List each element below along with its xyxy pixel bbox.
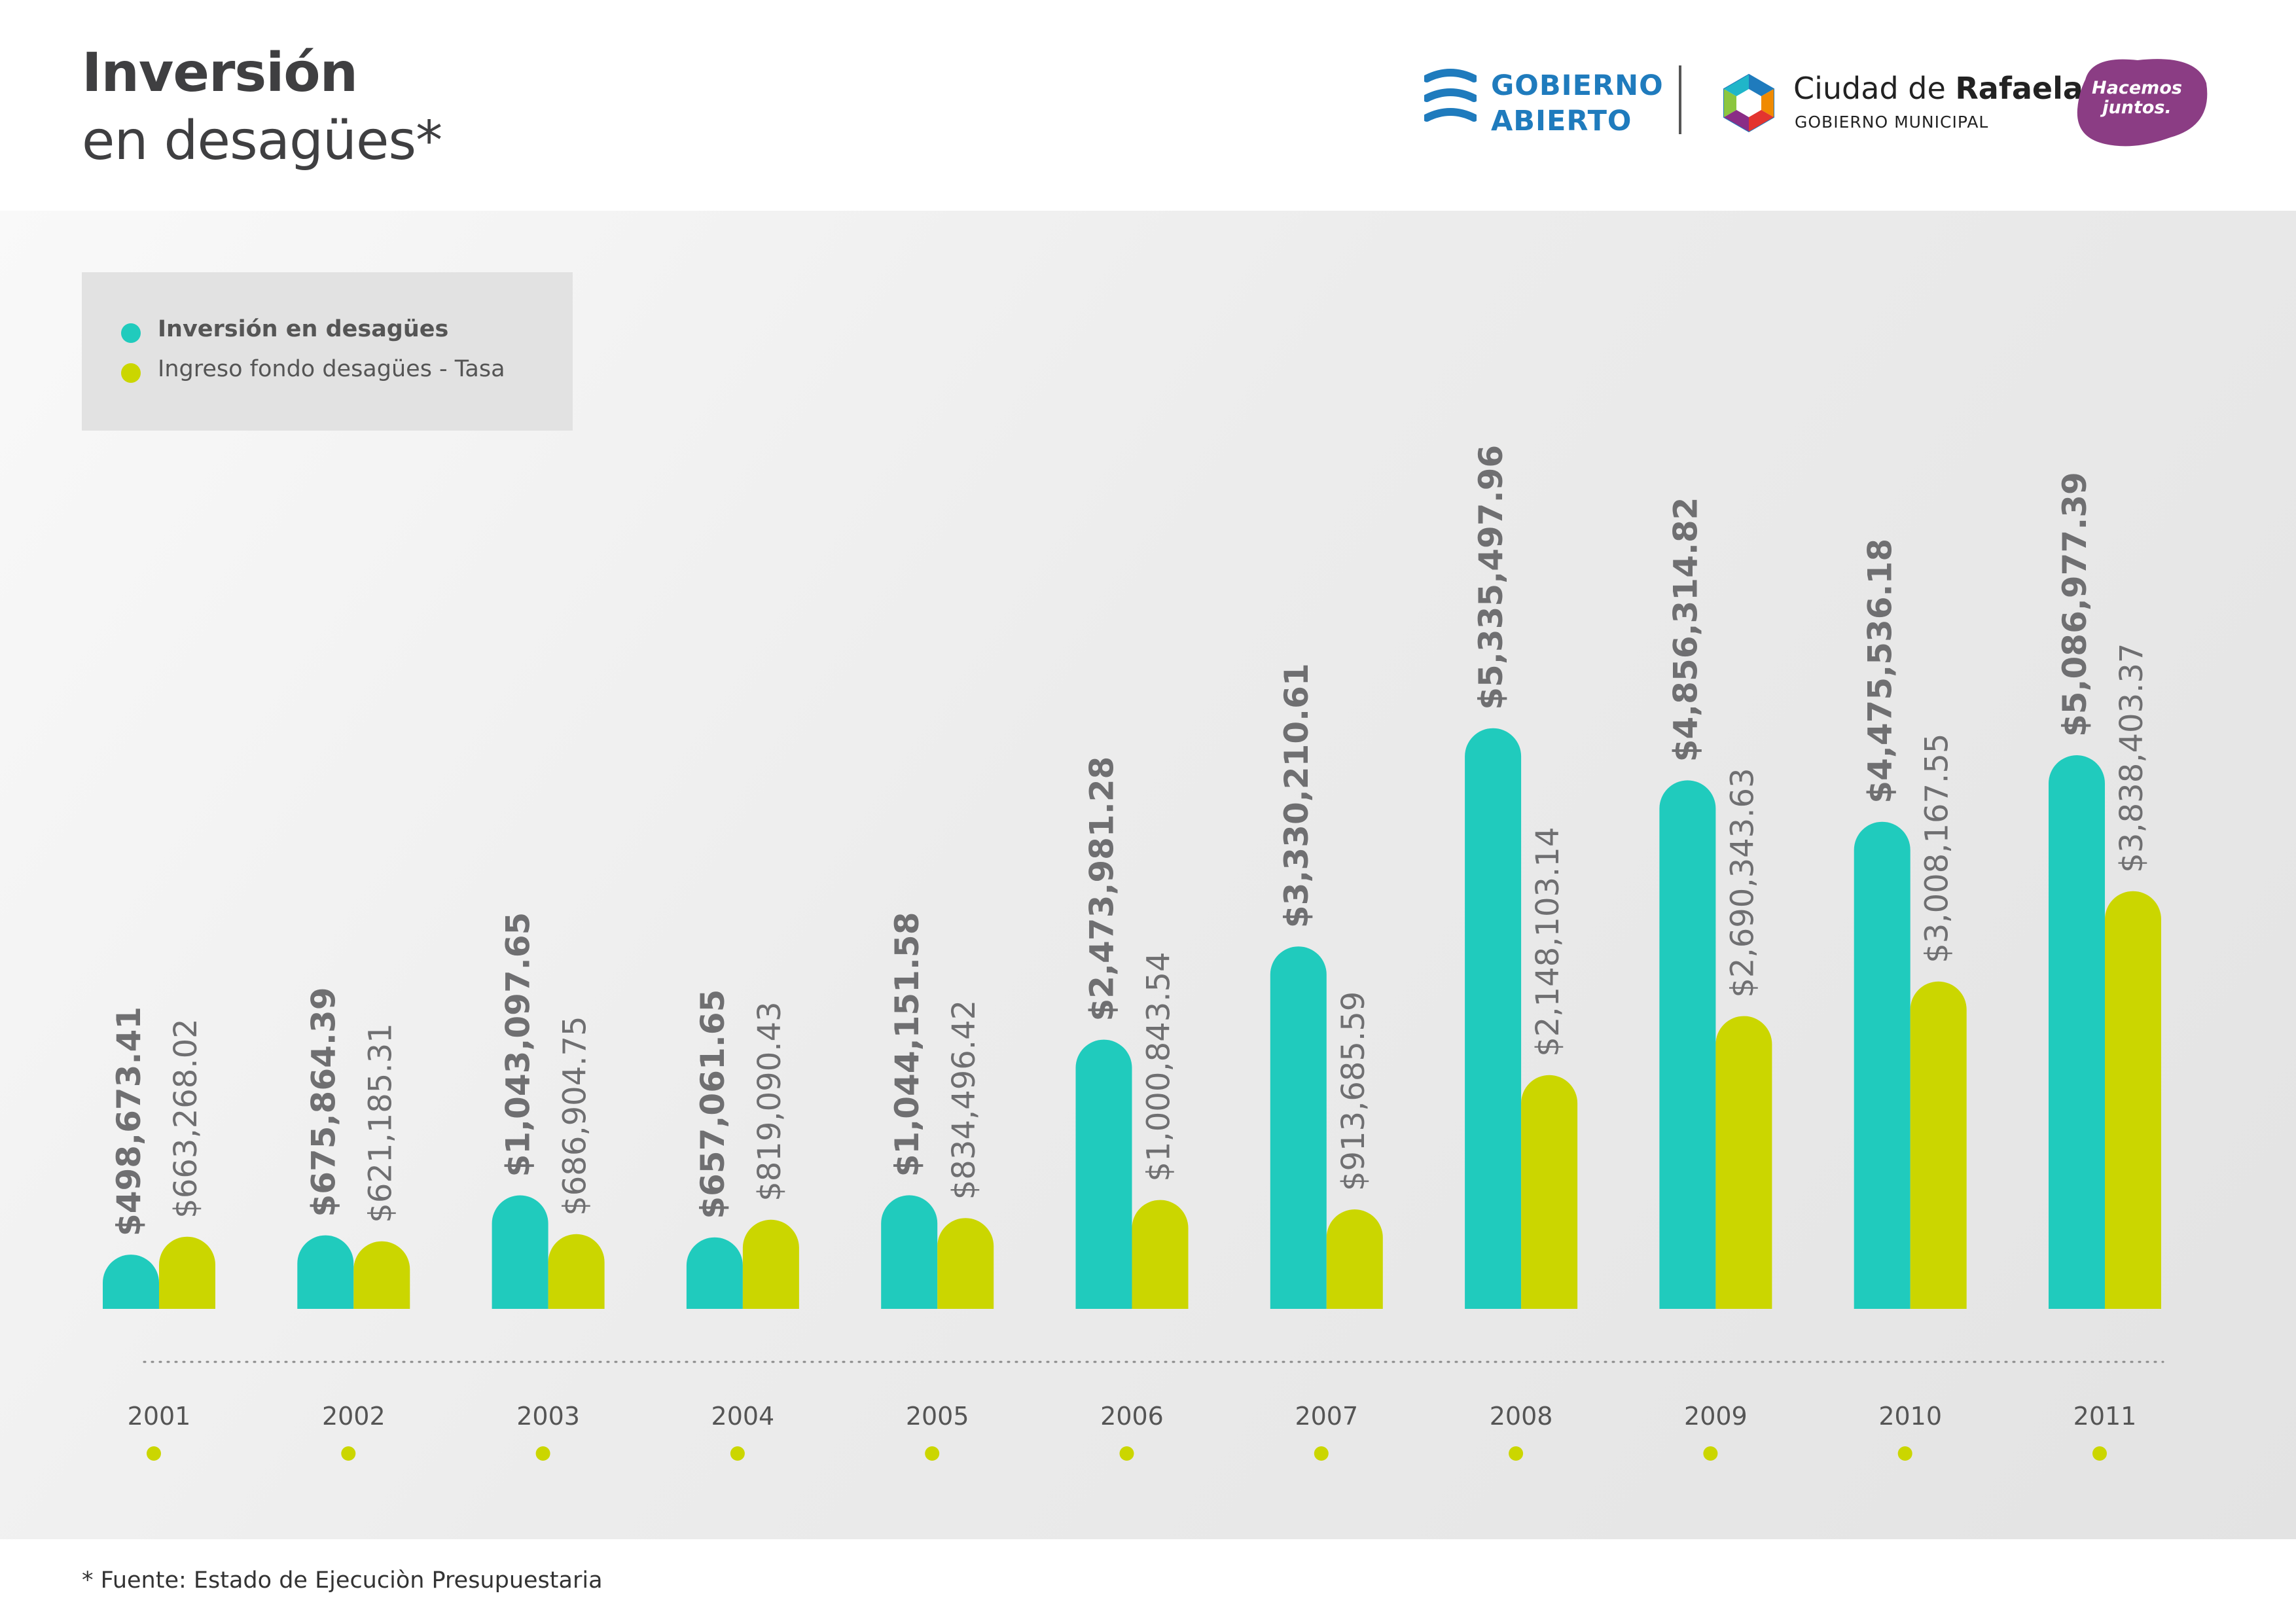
data-label-inversion: $4,475,536.18 bbox=[1861, 539, 1899, 804]
legend-dot-inversion bbox=[121, 323, 141, 343]
ciudad-rafaela-logo-icon bbox=[1723, 73, 1774, 133]
data-label-inversion: $1,044,151.58 bbox=[888, 912, 926, 1177]
data-label-ingreso: $621,185.31 bbox=[362, 1023, 399, 1222]
ciudad-rafaela-subtitle: GOBIERNO MUNICIPAL bbox=[1795, 113, 1989, 132]
data-label-inversion: $498,673.41 bbox=[110, 1007, 148, 1236]
data-label-ingreso: $663,268.02 bbox=[168, 1018, 204, 1218]
x-tick-label: 2011 bbox=[2073, 1402, 2137, 1431]
bar-inversion bbox=[686, 1237, 743, 1309]
bar-inversion bbox=[492, 1195, 548, 1309]
bar-ingreso bbox=[742, 1219, 799, 1309]
x-tick-label: 2005 bbox=[906, 1402, 969, 1431]
bar-ingreso bbox=[2105, 891, 2161, 1309]
year-marker-dot bbox=[1509, 1446, 1524, 1461]
data-label-ingreso: $2,690,343.63 bbox=[1724, 768, 1761, 997]
year-marker-dot bbox=[147, 1446, 161, 1461]
data-label-inversion: $5,086,977.39 bbox=[2056, 472, 2094, 737]
bar-inversion bbox=[297, 1235, 354, 1309]
hacemos-juntos-text: Hacemos juntos. bbox=[2092, 78, 2182, 118]
data-label-inversion: $5,335,497.96 bbox=[1472, 445, 1510, 710]
x-tick-label: 2010 bbox=[1878, 1402, 1942, 1431]
bar-inversion bbox=[1270, 946, 1327, 1309]
bar-inversion bbox=[1854, 821, 1910, 1309]
bar-ingreso bbox=[937, 1218, 994, 1309]
data-label-ingreso: $2,148,103.14 bbox=[1530, 827, 1566, 1057]
year-marker-dot bbox=[1314, 1446, 1329, 1461]
data-label-ingreso: $913,685.59 bbox=[1335, 991, 1372, 1191]
bar-inversion bbox=[2049, 755, 2105, 1309]
bar-ingreso bbox=[1521, 1075, 1578, 1309]
year-marker-dot bbox=[535, 1446, 550, 1461]
data-label-ingreso: $3,838,403.37 bbox=[2113, 643, 2150, 873]
legend-label-ingreso: Ingreso fondo desagües - Tasa bbox=[158, 356, 505, 382]
bar-inversion bbox=[881, 1195, 938, 1309]
bar-inversion bbox=[1075, 1039, 1132, 1309]
data-label-ingreso: $819,090.43 bbox=[751, 1001, 788, 1201]
bar-ingreso bbox=[1326, 1209, 1383, 1309]
logo-area: GOBIERNO ABIERTO Ciudad de Rafaela GOBIE… bbox=[1414, 52, 2219, 164]
legend-label-inversion: Inversión en desagües bbox=[158, 316, 449, 342]
year-marker-dot bbox=[2092, 1446, 2107, 1461]
ciudad-rafaela-name: Ciudad de Rafaela bbox=[1793, 71, 2083, 106]
year-marker-dot bbox=[925, 1446, 940, 1461]
data-label-inversion: $675,864.39 bbox=[304, 987, 342, 1217]
hacemos-juntos-badge-icon bbox=[2077, 59, 2208, 147]
x-tick-label: 2007 bbox=[1295, 1402, 1358, 1431]
data-label-inversion: $657,061.65 bbox=[694, 990, 732, 1219]
x-tick-label: 2008 bbox=[1490, 1402, 1553, 1431]
data-label-ingreso: $686,904.75 bbox=[557, 1016, 594, 1215]
logo-divider bbox=[1679, 65, 1681, 134]
gobierno-abierto-logo-icon bbox=[1424, 69, 1477, 122]
bar-inversion bbox=[103, 1255, 159, 1309]
header: Inversión en desagües* GOBIERNO ABIERTO … bbox=[0, 0, 2296, 211]
year-marker-dot bbox=[1703, 1446, 1718, 1461]
data-label-ingreso: $834,496.42 bbox=[946, 1000, 982, 1200]
footnote: * Fuente: Estado de Ejecuciòn Presupuest… bbox=[82, 1567, 603, 1594]
page-subtitle: en desagües* bbox=[82, 110, 442, 172]
bar-ingreso bbox=[353, 1241, 410, 1309]
page-title: Inversión bbox=[82, 42, 358, 104]
data-label-ingreso: $1,000,843.54 bbox=[1141, 952, 1177, 1181]
bar-ingreso bbox=[1715, 1016, 1772, 1309]
year-marker-dot bbox=[341, 1446, 356, 1461]
x-tick-label: 2009 bbox=[1684, 1402, 1748, 1431]
legend: Inversión en desagües Ingreso fondo desa… bbox=[82, 272, 573, 431]
bar-ingreso bbox=[1132, 1200, 1189, 1309]
year-marker-dot bbox=[730, 1446, 745, 1461]
x-tick-label: 2004 bbox=[711, 1402, 775, 1431]
legend-dot-ingreso bbox=[121, 363, 141, 383]
bar-chart: $498,673.41 $663,268.02 2001 $675,864.39 $62… bbox=[103, 445, 2164, 1461]
x-tick-label: 2001 bbox=[128, 1402, 191, 1431]
bar-inversion bbox=[1659, 780, 1716, 1309]
bar-inversion bbox=[1465, 728, 1522, 1309]
chart-panel bbox=[0, 211, 2296, 1539]
data-label-inversion: $4,856,314.82 bbox=[1666, 497, 1704, 762]
bar-ingreso bbox=[159, 1236, 215, 1309]
data-label-inversion: $2,473,981.28 bbox=[1083, 757, 1121, 1022]
x-tick-label: 2006 bbox=[1100, 1402, 1164, 1431]
data-label-ingreso: $3,008,167.55 bbox=[1919, 734, 1956, 963]
gobierno-abierto-line2: ABIERTO bbox=[1491, 105, 1632, 137]
data-label-inversion: $3,330,210.61 bbox=[1278, 663, 1316, 928]
bar-ingreso bbox=[548, 1234, 605, 1309]
year-marker-dot bbox=[1119, 1446, 1134, 1461]
bar-ingreso bbox=[1910, 981, 1967, 1309]
x-tick-label: 2002 bbox=[322, 1402, 386, 1431]
data-label-inversion: $1,043,097.65 bbox=[499, 912, 537, 1177]
gobierno-abierto-line1: GOBIERNO bbox=[1491, 69, 1664, 102]
year-marker-dot bbox=[1897, 1446, 1912, 1461]
x-tick-label: 2003 bbox=[516, 1402, 580, 1431]
